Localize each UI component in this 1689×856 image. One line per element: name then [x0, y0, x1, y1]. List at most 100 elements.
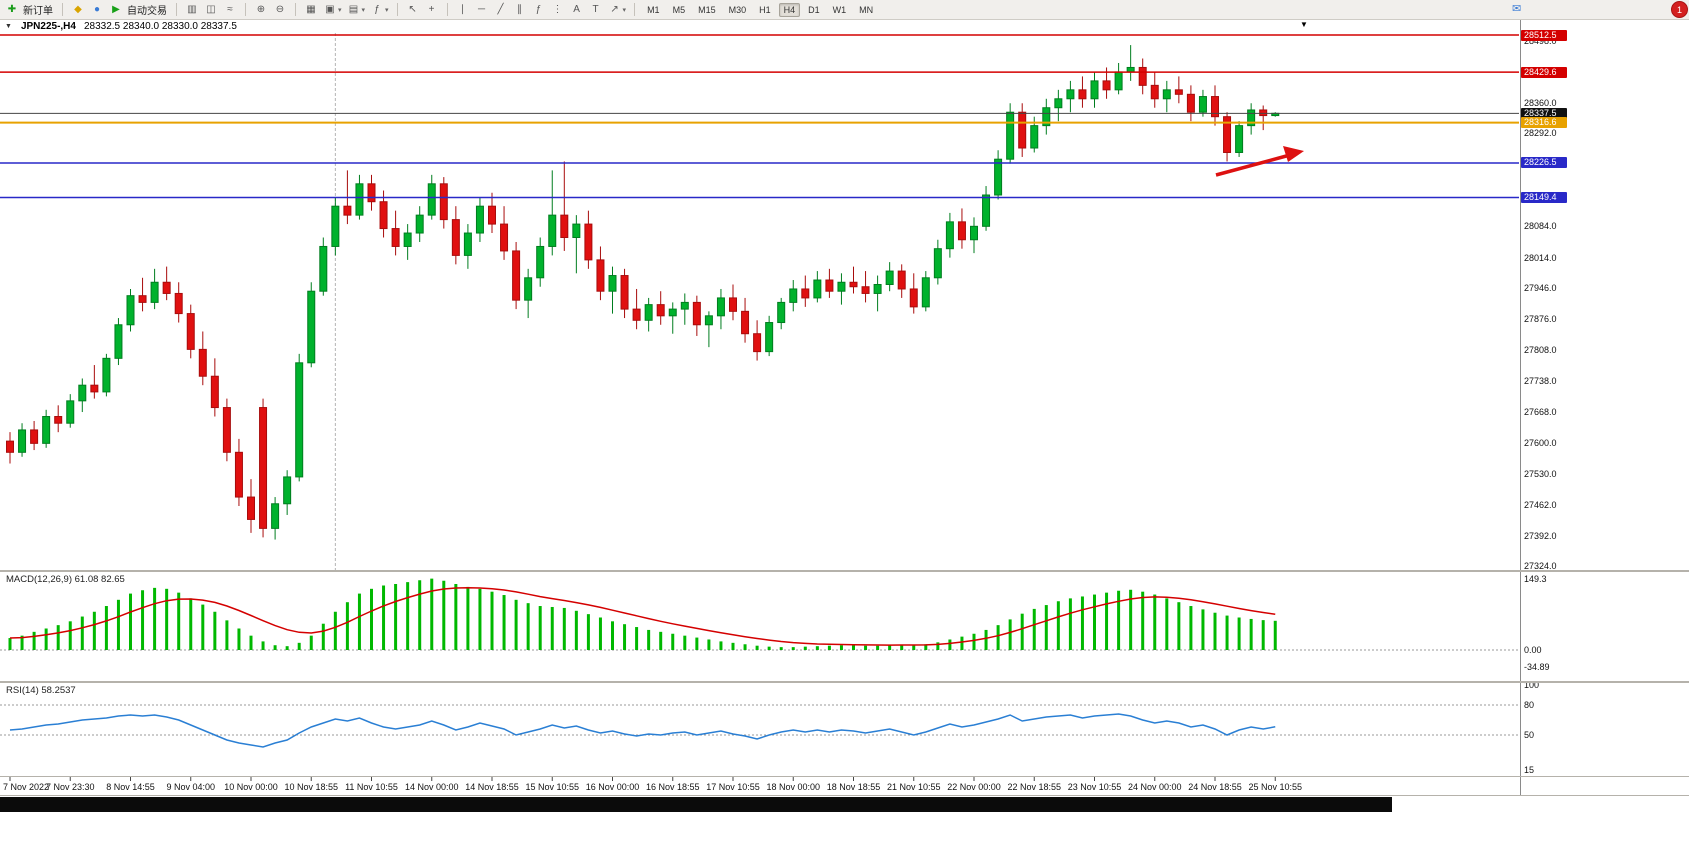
price-axis-label: 28084.0	[1524, 221, 1557, 232]
arrow-tools-button-caret[interactable]: ▾	[622, 6, 627, 14]
top-toolbar: ✚ 新订单 ◆ ● ▶ 自动交易 ▥ ◫ ≈ ⊕ ⊖ ▦ ▣ ▾ ▤ ▾ ƒ ▾ ↖ + ∣ ─ ╱ ∥ ƒ ⋮ A T ↗ ▾ M1 M5 M…	[0, 0, 1689, 20]
price-axis-label: 28360.0	[1524, 97, 1557, 108]
timeframe-button-m30[interactable]: M30	[728, 4, 747, 15]
time-axis-label: 8 Nov 14:55	[106, 782, 155, 792]
rsi-panel-splitter[interactable]	[0, 681, 1689, 683]
chat-icon[interactable]: ✉	[1512, 3, 1522, 15]
new-chart-button[interactable]: ▣	[325, 4, 335, 15]
profiles-button-caret[interactable]: ▾	[361, 6, 366, 14]
toolbar-separator	[634, 3, 636, 16]
chart-menu-icon[interactable]: ▼	[5, 23, 12, 30]
candlestick-chart-icon[interactable]: ◫	[206, 4, 216, 15]
time-axis-label: 24 Nov 00:00	[1127, 782, 1182, 792]
notification-badge[interactable]: 1	[1671, 1, 1688, 18]
chart-shift-marker[interactable]: ▼	[1300, 20, 1308, 29]
trendline-tool-icon[interactable]: ╱	[497, 4, 504, 15]
macd-indicator-label: MACD(12,26,9) 61.08 82.65	[6, 574, 125, 585]
time-axis-label: 11 Nov 10:55	[345, 782, 398, 792]
price-axis-label: 27946.0	[1524, 283, 1557, 294]
text-label-tool-button[interactable]: T	[592, 4, 599, 15]
price-axis-label: 28292.0	[1524, 128, 1557, 139]
channel-tool-icon[interactable]: ∥	[517, 4, 523, 15]
time-axis-label: 18 Nov 18:55	[826, 782, 881, 792]
rsi-axis-label: 100	[1524, 680, 1540, 690]
toolbar-separator	[446, 3, 448, 16]
toolbar-separator	[245, 3, 246, 16]
auto-trading-button-label[interactable]: 自动交易	[127, 6, 167, 17]
price-axis-label: 27392.0	[1524, 530, 1557, 541]
price-axis-label: 27462.0	[1524, 499, 1557, 510]
price-axis-label: 28014.0	[1524, 252, 1557, 263]
price-axis-label: 28498.0	[1524, 36, 1557, 46]
price-axis[interactable]: 28498.0 28360.0 28292.0 28084.0 28014.0 27946…	[1520, 19, 1672, 776]
time-axis-label: 25 Nov 10:55	[1248, 782, 1303, 792]
timeframe-button-m5[interactable]: M5	[672, 4, 686, 15]
zoom-in-icon[interactable]: ⊕	[256, 4, 266, 15]
chart-bottom-border	[0, 795, 1689, 796]
alerts-sound-icon[interactable]: ◆	[74, 4, 82, 15]
price-line-badge[interactable]: 28149.4	[1521, 192, 1567, 203]
new-order-button-label[interactable]: 新订单	[23, 6, 53, 17]
toolbar-group: M1 M5 M15 M30 H1 H4 D1 W1 MN	[638, 2, 882, 17]
time-axis-label: 15 Nov 10:55	[525, 782, 580, 792]
fibonacci-tool-icon[interactable]: ƒ	[535, 4, 542, 15]
crosshair-tool-icon[interactable]: +	[428, 4, 435, 15]
toolbar-group: ◆ ● ▶ 自动交易	[66, 1, 173, 18]
price-line-badge[interactable]: 28337.5	[1521, 107, 1567, 119]
arrow-tools-button[interactable]: ↗	[610, 4, 619, 15]
text-tool-button[interactable]: A	[573, 4, 580, 15]
price-axis-label: 27324.0	[1524, 561, 1557, 572]
bar-chart-icon[interactable]: ▥	[187, 4, 197, 15]
time-axis[interactable]: 7 Nov 2022 7 Nov 23:30 8 Nov 14:55 9 Nov 04…	[0, 777, 1519, 795]
cursor-tool-icon[interactable]: ↖	[408, 4, 417, 15]
time-axis-label: 24 Nov 18:55	[1188, 782, 1242, 792]
time-axis-label: 14 Nov 00:00	[404, 782, 459, 792]
symbol-period-title: JPN225-,H4	[20, 21, 76, 32]
grid-tool-icon[interactable]: ⋮	[552, 4, 563, 15]
macd-panel-splitter[interactable]	[0, 570, 1689, 572]
price-line-badge[interactable]: 28226.5	[1521, 157, 1567, 169]
zoom-out-icon[interactable]: ⊖	[275, 4, 285, 15]
time-axis-label: 9 Nov 04:00	[166, 782, 216, 792]
macd-signal-line	[9, 587, 1276, 646]
price-line-badge[interactable]: 28429.6	[1521, 66, 1567, 78]
chart-title-row: ▼ JPN225-,H4 28332.5 28340.0 28330.0 283…	[5, 21, 237, 32]
timeframe-button-m15[interactable]: M15	[698, 4, 716, 15]
toolbar-separator	[396, 3, 398, 16]
time-axis-label: 22 Nov 00:00	[947, 782, 1001, 792]
toolbar-separator	[295, 3, 296, 16]
price-line-badge[interactable]: 28512.5	[1521, 29, 1567, 41]
tile-windows-icon[interactable]: ▦	[306, 4, 316, 15]
time-axis-label: 7 Nov 2022	[3, 782, 50, 792]
new-order-button[interactable]: ✚	[7, 4, 17, 15]
price-line-badge[interactable]: 28316.6	[1521, 117, 1567, 129]
community-icon[interactable]: ●	[93, 4, 101, 15]
timeframe-button-m1[interactable]: M1	[647, 4, 660, 15]
macd-axis-label: -34.89	[1524, 661, 1550, 672]
timeframe-button-mn[interactable]: MN	[859, 4, 874, 15]
horizontal-line-tool-icon[interactable]: ─	[478, 4, 486, 15]
rsi-axis-label: 80	[1524, 700, 1535, 710]
timeframe-button-d1[interactable]: D1	[808, 4, 820, 15]
price-axis-border	[1520, 19, 1521, 795]
line-chart-icon[interactable]: ≈	[227, 4, 233, 15]
ohlc-readout: 28332.5 28340.0 28330.0 28337.5	[83, 21, 237, 32]
toolbar-group: ▦ ▣ ▾ ▤ ▾ ƒ ▾	[299, 1, 394, 18]
timeframe-button-h4[interactable]: H4	[778, 2, 801, 17]
vertical-line-tool-icon[interactable]: ∣	[460, 4, 466, 15]
new-chart-button-caret[interactable]: ▾	[338, 6, 342, 14]
time-axis-label: 10 Nov 18:55	[284, 782, 339, 792]
auto-trading-button[interactable]: ▶	[112, 4, 120, 15]
timeframe-button-h1[interactable]: H1	[759, 4, 771, 15]
arrow-annotation[interactable]	[1215, 153, 1291, 177]
price-axis-label: 27808.0	[1524, 344, 1557, 355]
timeframe-button-w1[interactable]: W1	[832, 4, 847, 15]
profiles-button[interactable]: ▤	[348, 4, 359, 15]
toolbar-group: ▥ ◫ ≈	[180, 1, 242, 18]
indicators-button[interactable]: ƒ	[374, 4, 380, 15]
time-axis-splitter[interactable]	[0, 776, 1689, 777]
indicators-button-caret[interactable]: ▾	[385, 6, 389, 14]
bottom-bar	[0, 797, 1392, 812]
arrow-annotation-head[interactable]	[1283, 146, 1304, 162]
